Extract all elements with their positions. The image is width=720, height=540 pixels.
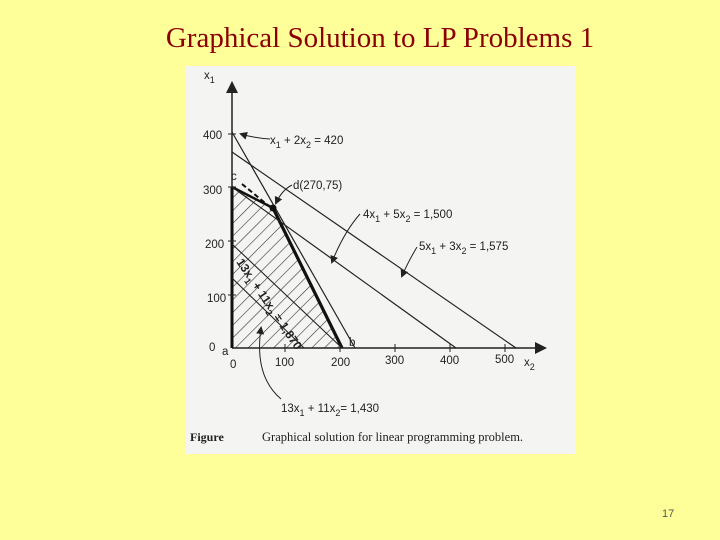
constraint-label-c1: x1 + 2x2 = 420 bbox=[270, 135, 343, 150]
pointer-d bbox=[274, 184, 293, 205]
y-tick-100: 100 bbox=[207, 293, 226, 305]
y-tick-200: 200 bbox=[205, 239, 224, 251]
objective-line-dashed bbox=[241, 183, 271, 208]
lp-figure: x1 x2 400 300 200 100 0 0 100 200 300 40… bbox=[186, 66, 575, 454]
point-b-label: b bbox=[349, 337, 355, 349]
y-axis-label: x1 bbox=[204, 70, 215, 85]
figure-caption: Graphical solution for linear programmin… bbox=[262, 430, 523, 444]
figure-caption-label: Figure bbox=[190, 430, 224, 444]
y-tick-0: 0 bbox=[209, 342, 215, 354]
constraint-line-c2 bbox=[231, 131, 356, 349]
point-a-label: a bbox=[222, 346, 229, 358]
y-tick-300: 300 bbox=[203, 185, 222, 197]
constraint-line-c3 bbox=[231, 151, 517, 349]
x-tick-100: 100 bbox=[275, 357, 294, 369]
objective-line-low bbox=[231, 277, 305, 349]
constraint-line-c1 bbox=[231, 186, 457, 349]
objective-line-high bbox=[231, 243, 343, 349]
x-tick-400: 400 bbox=[440, 355, 459, 367]
feasible-region bbox=[232, 187, 342, 348]
pointer-c3 bbox=[400, 246, 418, 278]
objective-label-low: 13x1 + 11x2= 1,430 bbox=[281, 403, 379, 418]
x-tick-500: 500 bbox=[495, 354, 514, 366]
constraint-label-c2: 4x1 + 5x2 = 1,500 bbox=[363, 209, 452, 224]
pointer-objective-low bbox=[256, 326, 282, 400]
lp-graph: x1 x2 400 300 200 100 0 0 100 200 300 40… bbox=[190, 70, 547, 444]
y-tick-400: 400 bbox=[203, 130, 222, 142]
boundary-top bbox=[231, 185, 274, 210]
slide-title: Graphical Solution to LP Problems 1 bbox=[165, 22, 595, 54]
pointer-c1 bbox=[239, 131, 271, 140]
point-c-label: c bbox=[231, 171, 237, 183]
pointer-c2 bbox=[330, 213, 361, 264]
x-tick-300: 300 bbox=[385, 355, 404, 367]
boundary-right bbox=[271, 207, 344, 349]
x-tick-200: 200 bbox=[331, 357, 350, 369]
optimal-point-d bbox=[269, 204, 277, 212]
x-axis-label: x2 bbox=[524, 357, 535, 372]
x-tick-0: 0 bbox=[230, 359, 236, 371]
constraint-label-c3: 5x1 + 3x2 = 1,575 bbox=[419, 241, 508, 256]
point-d-label: d(270,75) bbox=[293, 180, 342, 192]
page-number: 17 bbox=[662, 508, 675, 520]
